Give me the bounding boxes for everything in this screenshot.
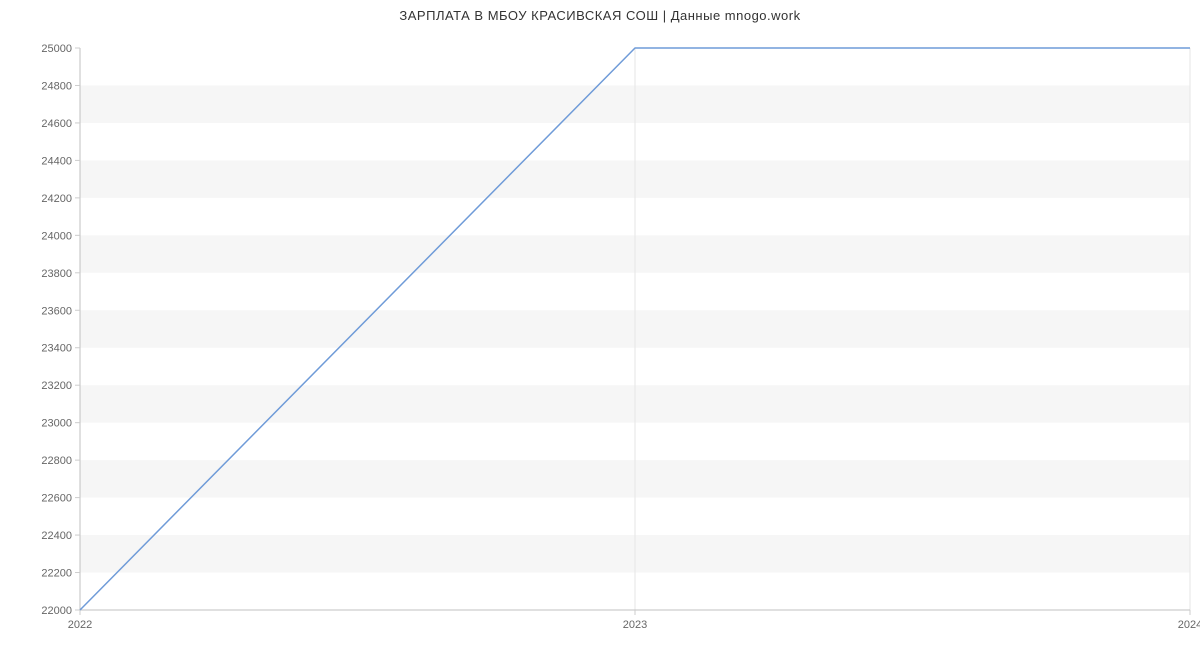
- svg-text:2023: 2023: [623, 619, 647, 631]
- svg-text:2022: 2022: [68, 619, 92, 631]
- salary-chart: ЗАРПЛАТА В МБОУ КРАСИВСКАЯ СОШ | Данные …: [0, 0, 1200, 650]
- svg-text:22600: 22600: [41, 493, 72, 505]
- svg-text:2024: 2024: [1178, 619, 1200, 631]
- svg-text:24800: 24800: [41, 80, 72, 92]
- svg-text:25000: 25000: [41, 43, 72, 55]
- svg-text:24200: 24200: [41, 193, 72, 205]
- svg-text:23200: 23200: [41, 380, 72, 392]
- svg-text:23800: 23800: [41, 268, 72, 280]
- chart-svg: 22000 22200 22400 22600 22800 23000 23200 23400…: [0, 0, 1200, 650]
- svg-text:22000: 22000: [41, 605, 72, 617]
- svg-text:24000: 24000: [41, 230, 72, 242]
- svg-text:23600: 23600: [41, 305, 72, 317]
- svg-text:24600: 24600: [41, 118, 72, 130]
- svg-text:24400: 24400: [41, 155, 72, 167]
- svg-text:23400: 23400: [41, 343, 72, 355]
- svg-text:22800: 22800: [41, 455, 72, 467]
- svg-text:22200: 22200: [41, 568, 72, 580]
- svg-text:23000: 23000: [41, 418, 72, 430]
- svg-text:22400: 22400: [41, 530, 72, 542]
